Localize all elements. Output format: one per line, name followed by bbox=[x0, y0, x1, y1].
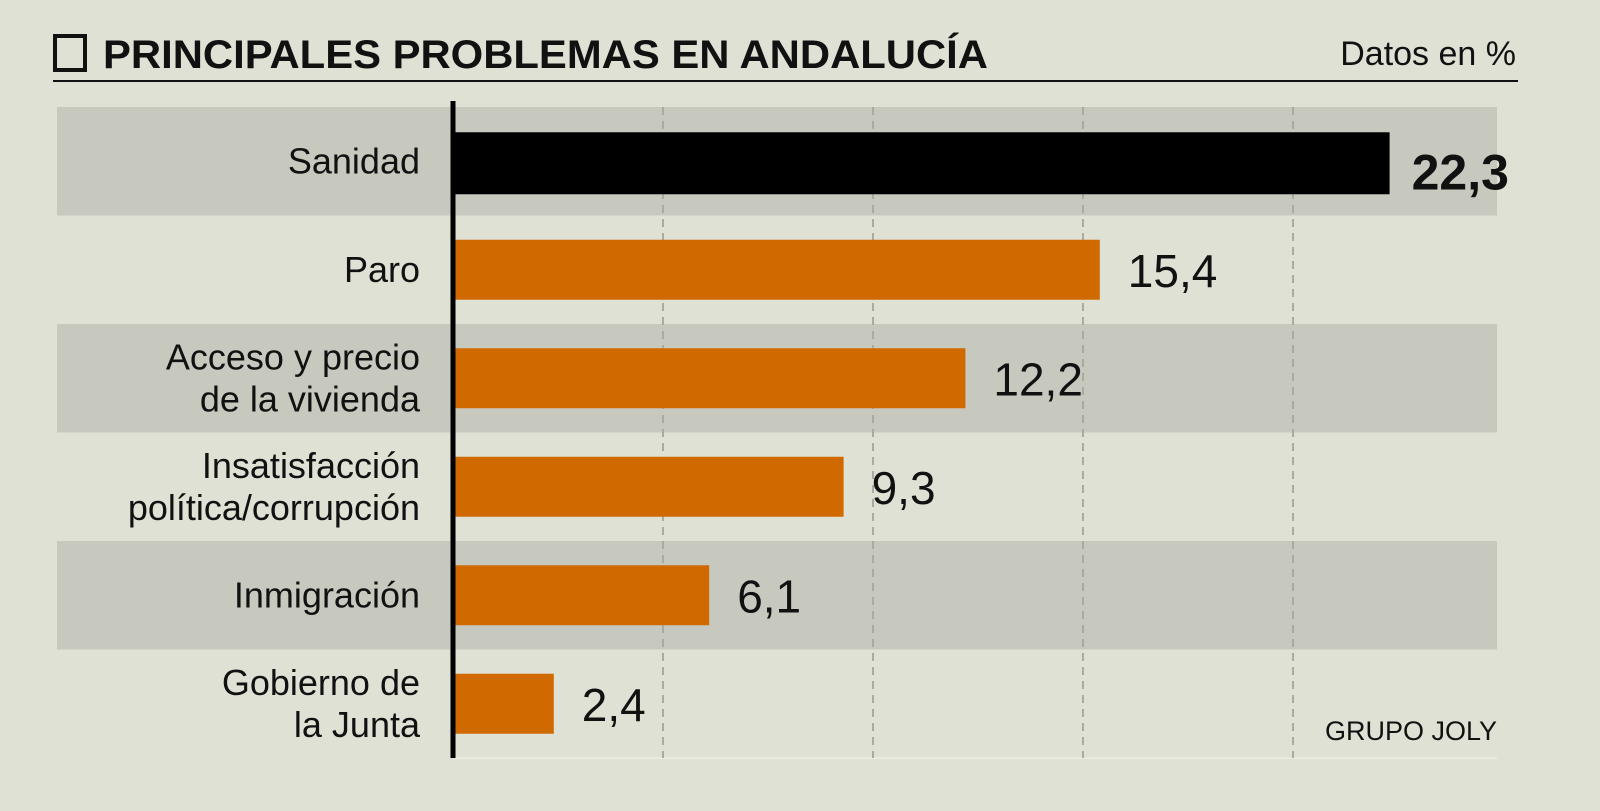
chart-title: PRINCIPALES PROBLEMAS EN ANDALUCÍA bbox=[103, 32, 988, 77]
row-bands bbox=[57, 107, 1497, 759]
value-label: 22,3 bbox=[1412, 144, 1509, 200]
category-label: Inmigración bbox=[234, 574, 420, 615]
category-label-line: Gobierno de bbox=[222, 662, 420, 703]
category-label: Insatisfacción política/corrupción bbox=[128, 445, 420, 528]
category-label-line: Inmigración bbox=[234, 574, 420, 615]
value-label: 15,4 bbox=[1128, 245, 1218, 297]
bar bbox=[453, 132, 1390, 195]
category-label-line: de la vivienda bbox=[200, 378, 421, 419]
category-label-line: Insatisfacción bbox=[202, 445, 420, 486]
bar bbox=[453, 456, 844, 517]
value-label: 12,2 bbox=[993, 353, 1083, 405]
gridlines bbox=[662, 107, 1294, 758]
category-label-line: Paro bbox=[344, 249, 420, 290]
value-label: 6,1 bbox=[737, 570, 801, 622]
bar bbox=[453, 565, 710, 626]
bar bbox=[453, 673, 554, 734]
source-credit: GRUPO JOLY bbox=[1325, 716, 1497, 746]
category-label-line: Acceso y precio bbox=[166, 336, 420, 377]
category-label: Sanidad bbox=[288, 140, 420, 181]
bars: Sanidad 22,3 Paro 15,4 Acceso y precio de la … bbox=[128, 132, 1509, 745]
value-label: 9,3 bbox=[872, 462, 936, 514]
category-label: Paro bbox=[344, 249, 420, 290]
row-band bbox=[57, 541, 1497, 650]
category-label: Gobierno de la Junta bbox=[222, 662, 421, 745]
category-label-line: política/corrupción bbox=[128, 487, 420, 528]
category-label: Acceso y precio de la vivienda bbox=[166, 336, 421, 419]
category-label-line: la Junta bbox=[294, 704, 421, 745]
title-box-icon bbox=[53, 34, 87, 72]
bar bbox=[453, 348, 966, 409]
category-label-line: Sanidad bbox=[288, 140, 420, 181]
value-label: 2,4 bbox=[582, 679, 646, 731]
bar bbox=[453, 239, 1100, 300]
unit-note: Datos en % bbox=[1340, 35, 1516, 73]
